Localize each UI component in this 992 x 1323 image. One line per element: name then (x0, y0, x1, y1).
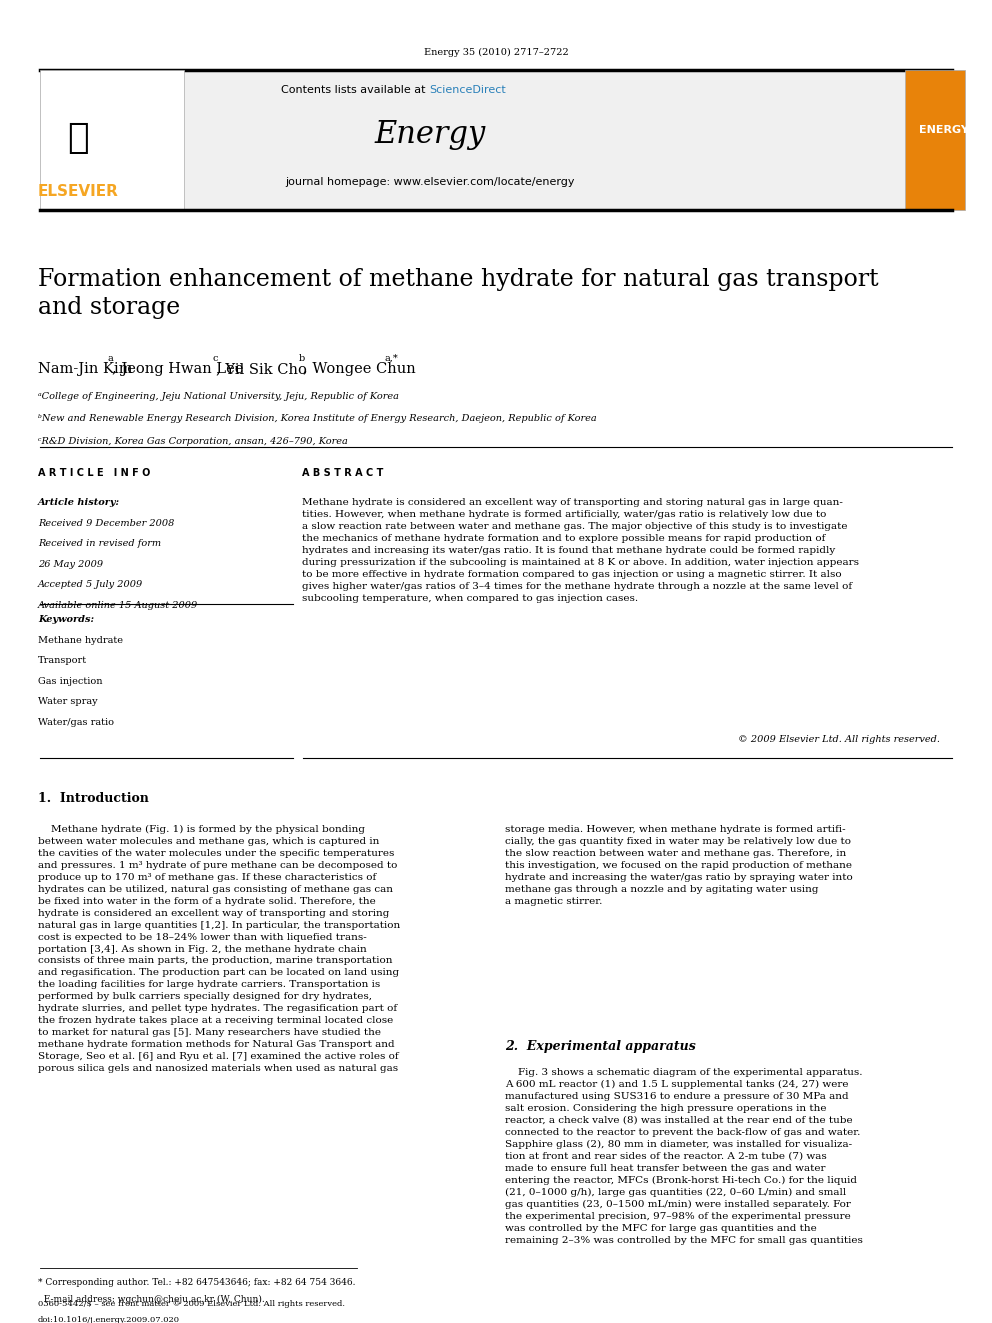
Text: a,*: a,* (385, 355, 398, 363)
Text: , Wongee Chun: , Wongee Chun (303, 363, 416, 376)
Text: Received 9 December 2008: Received 9 December 2008 (38, 519, 175, 528)
Text: A R T I C L E   I N F O: A R T I C L E I N F O (38, 468, 151, 478)
Text: 26 May 2009: 26 May 2009 (38, 560, 103, 569)
Text: Nam-Jin Kim: Nam-Jin Kim (38, 363, 133, 376)
Text: * Corresponding author. Tel.: +82 647543646; fax: +82 64 754 3646.: * Corresponding author. Tel.: +82 647543… (38, 1278, 355, 1287)
Text: Fig. 3 shows a schematic diagram of the experimental apparatus.
A 600 mL reactor: Fig. 3 shows a schematic diagram of the … (505, 1068, 863, 1245)
Text: ᵇNew and Renewable Energy Research Division, Korea Institute of Energy Research,: ᵇNew and Renewable Energy Research Divis… (38, 414, 597, 423)
Text: Accepted 5 July 2009: Accepted 5 July 2009 (38, 579, 143, 589)
Text: Transport: Transport (38, 656, 87, 665)
Text: Water/gas ratio: Water/gas ratio (38, 717, 114, 726)
Text: ScienceDirect: ScienceDirect (429, 85, 506, 95)
Text: b: b (299, 355, 305, 363)
Text: 0360-5442/$ – see front matter © 2009 Elsevier Ltd. All rights reserved.: 0360-5442/$ – see front matter © 2009 El… (38, 1301, 345, 1308)
Text: a: a (107, 355, 113, 363)
Text: 1.  Introduction: 1. Introduction (38, 792, 149, 804)
Text: 2.  Experimental apparatus: 2. Experimental apparatus (505, 1040, 695, 1053)
Text: ᵃCollege of Engineering, Jeju National University, Jeju, Republic of Korea: ᵃCollege of Engineering, Jeju National U… (38, 392, 399, 401)
Text: journal homepage: www.elsevier.com/locate/energy: journal homepage: www.elsevier.com/locat… (286, 177, 574, 187)
Text: © 2009 Elsevier Ltd. All rights reserved.: © 2009 Elsevier Ltd. All rights reserved… (738, 736, 940, 744)
Text: doi:10.1016/j.energy.2009.07.020: doi:10.1016/j.energy.2009.07.020 (38, 1316, 180, 1323)
Text: Energy 35 (2010) 2717–2722: Energy 35 (2010) 2717–2722 (424, 48, 568, 57)
Text: Gas injection: Gas injection (38, 676, 102, 685)
Text: Keywords:: Keywords: (38, 615, 94, 624)
Text: Methane hydrate (Fig. 1) is formed by the physical bonding
between water molecul: Methane hydrate (Fig. 1) is formed by th… (38, 826, 400, 1073)
Text: , Yil Sik Cho: , Yil Sik Cho (216, 363, 308, 376)
Text: Contents lists available at: Contents lists available at (281, 85, 429, 95)
Text: Article history:: Article history: (38, 497, 120, 507)
Bar (40, 70, 905, 210)
Bar (40, 70, 184, 210)
Text: , Jeong Hwan Lee: , Jeong Hwan Lee (111, 363, 243, 376)
Text: Available online 15 August 2009: Available online 15 August 2009 (38, 601, 198, 610)
Text: Received in revised form: Received in revised form (38, 538, 161, 548)
Text: c: c (212, 355, 218, 363)
Text: Formation enhancement of methane hydrate for natural gas transport
and storage: Formation enhancement of methane hydrate… (38, 269, 879, 319)
Text: E-mail address: wgchun@cheju.ac.kr (W. Chun).: E-mail address: wgchun@cheju.ac.kr (W. C… (38, 1295, 265, 1304)
Text: storage media. However, when methane hydrate is formed artifi-
cially, the gas q: storage media. However, when methane hyd… (505, 826, 853, 906)
Text: Energy: Energy (374, 119, 486, 151)
Text: 🌲: 🌲 (67, 120, 89, 155)
Text: Methane hydrate is considered an excellent way of transporting and storing natur: Methane hydrate is considered an excelle… (302, 497, 859, 602)
Text: ᶜR&D Division, Korea Gas Corporation, ansan, 426–790, Korea: ᶜR&D Division, Korea Gas Corporation, an… (38, 437, 348, 446)
Text: ENERGY: ENERGY (919, 124, 969, 135)
Text: Water spray: Water spray (38, 697, 97, 706)
Text: ELSEVIER: ELSEVIER (38, 184, 118, 200)
Text: A B S T R A C T: A B S T R A C T (302, 468, 383, 478)
Bar (905, 70, 965, 210)
Text: Methane hydrate: Methane hydrate (38, 635, 123, 644)
